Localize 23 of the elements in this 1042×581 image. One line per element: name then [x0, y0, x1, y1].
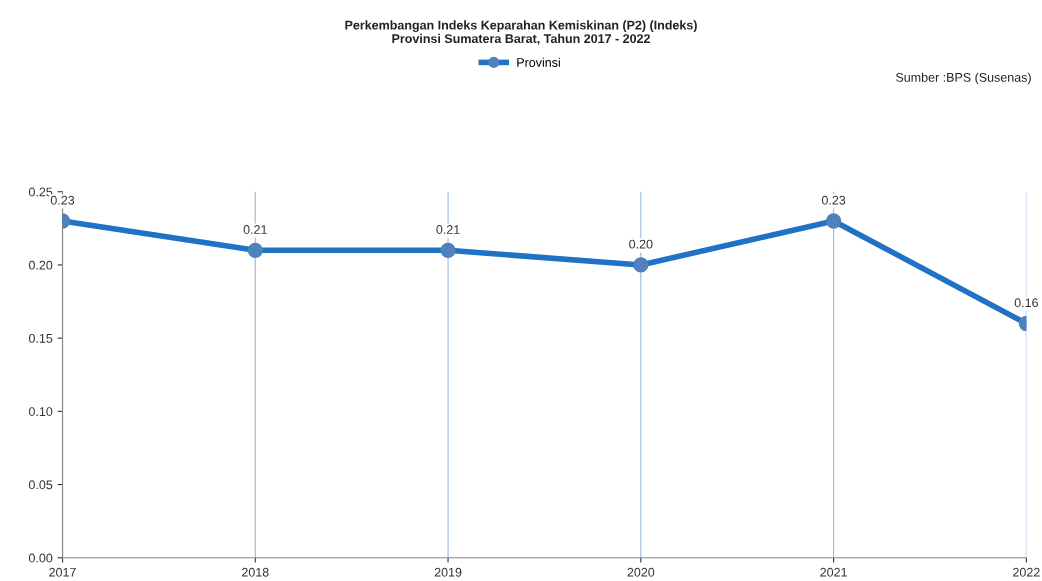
y-tick-label: 0.00 — [28, 553, 53, 563]
x-tick-label: 2019 — [434, 567, 462, 577]
y-tick-label: 0.20 — [28, 260, 53, 270]
data-label: 0.21 — [436, 225, 460, 234]
data-label: 0.23 — [50, 195, 75, 205]
point — [633, 257, 649, 273]
x-tick-label: 2018 — [242, 567, 269, 577]
y-tick-label: 0.25 — [28, 187, 53, 197]
point — [440, 242, 456, 258]
x-tick-label: 2022 — [1013, 567, 1040, 577]
legend-label: Provinsi — [517, 57, 560, 67]
data-label: 0.16 — [1014, 298, 1038, 308]
data-label: 0.20 — [629, 239, 653, 249]
data-label: 0.21 — [243, 225, 267, 234]
chart-title: Perkembangan Indeks Keparahan Kemiskinan (P2) (Indeks) Provinsi Sumatera Barat, Tahun 2017 - 2022 — [345, 20, 697, 45]
x-tick-label: 2017 — [49, 567, 76, 577]
y-tick-label: 0.05 — [28, 480, 53, 490]
text: Sumber :BPS (Susenas) — [895, 72, 1031, 85]
x-tick-label: 2020 — [627, 567, 655, 577]
x-tick-label: 2021 — [820, 567, 847, 577]
y-tick-label: 0.10 — [28, 407, 53, 416]
y-tick-label: 0.15 — [28, 333, 53, 343]
data-label: 0.23 — [821, 195, 846, 205]
